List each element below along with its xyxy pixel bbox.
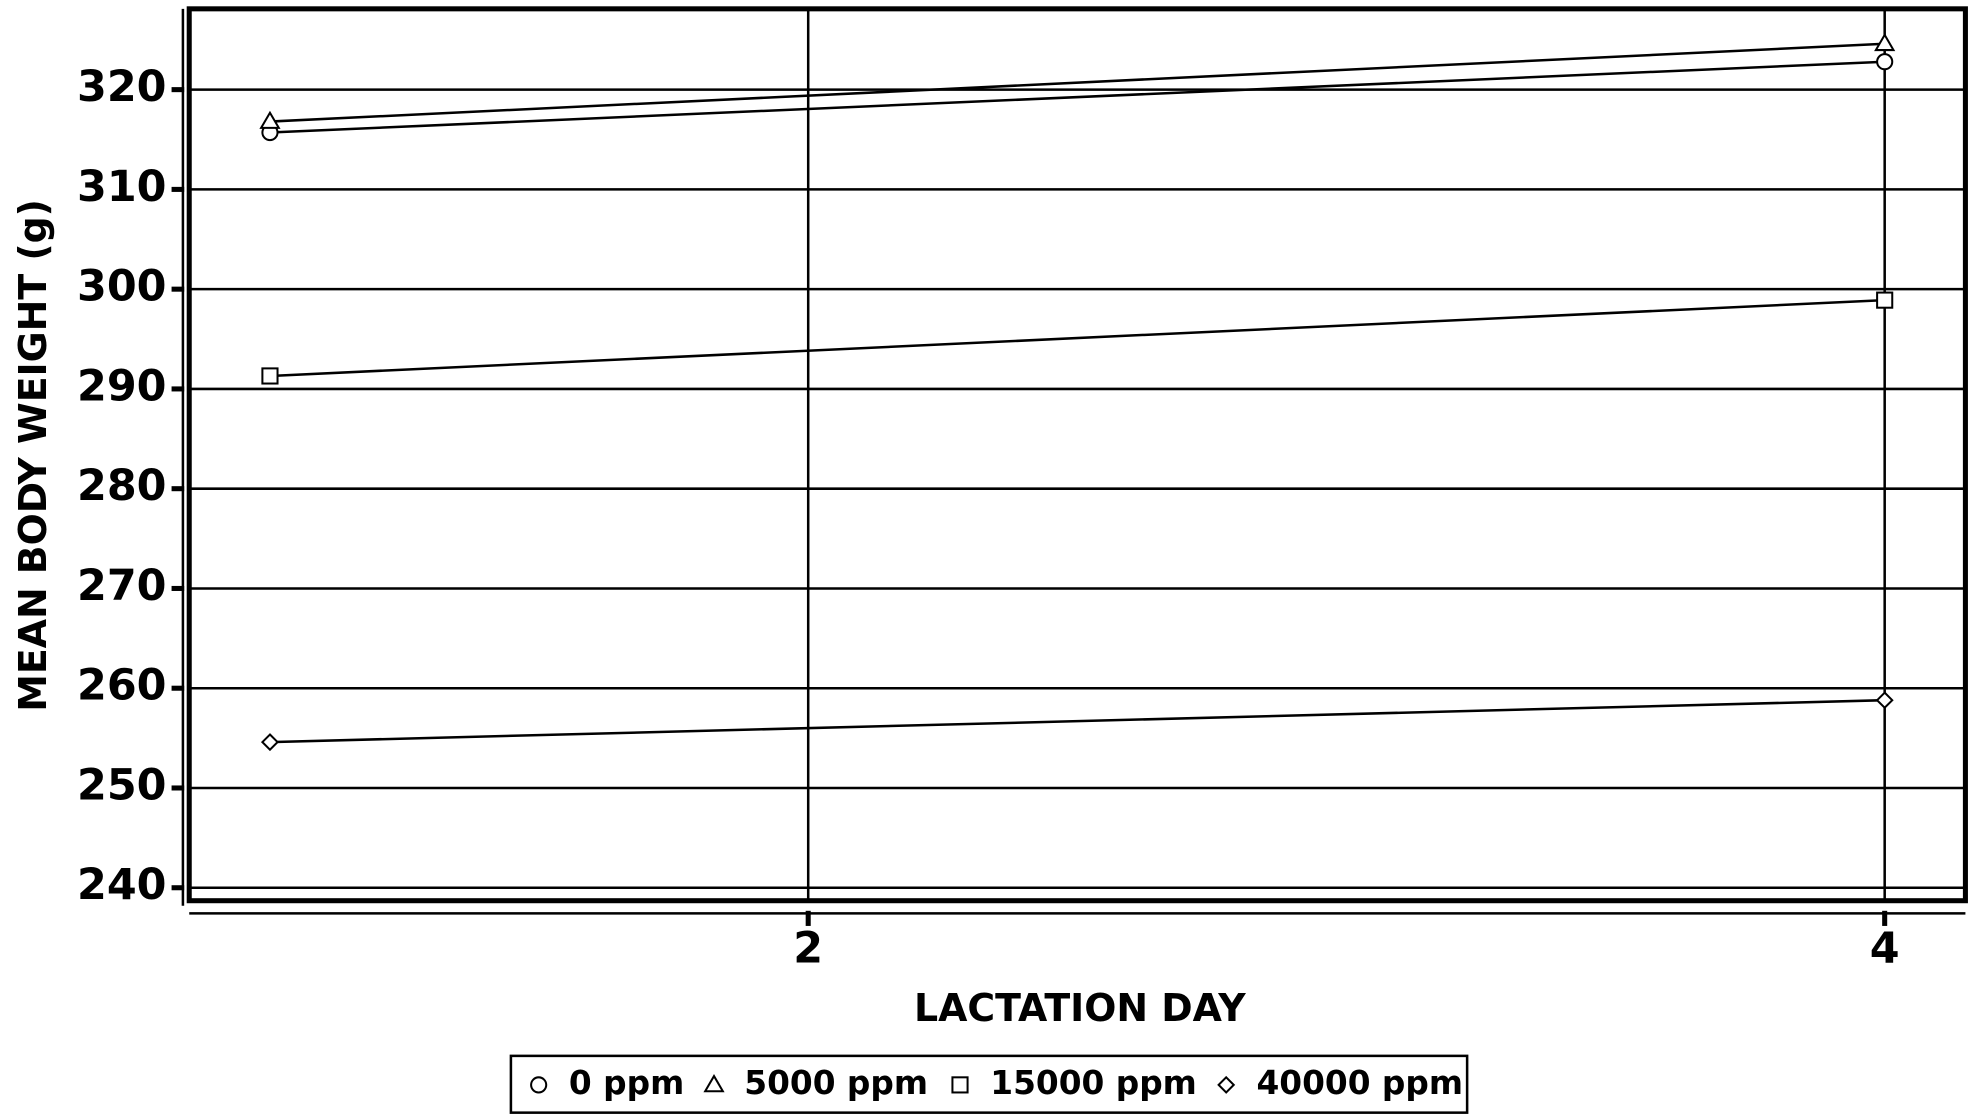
- legend-marker: [951, 1076, 969, 1094]
- x-axis-label: LACTATION DAY: [914, 986, 1246, 1030]
- y-tick-label: 280: [77, 461, 167, 511]
- data-point: [1875, 691, 1894, 710]
- x-tick-label: 4: [1870, 924, 1900, 974]
- data-point: [261, 367, 279, 385]
- y-axis-label: MEAN BODY WEIGHT (g): [11, 199, 55, 712]
- plot-frame: [186, 6, 1968, 904]
- y-tick-label: 240: [77, 860, 167, 910]
- y-tick-label: 300: [77, 262, 167, 312]
- y-tick-label: 250: [77, 760, 167, 810]
- legend-marker: [703, 1074, 725, 1093]
- legend-marker: [530, 1076, 548, 1094]
- y-tick-label: 290: [77, 361, 167, 411]
- series-line: [269, 42, 1885, 123]
- y-tick-label: 270: [77, 561, 167, 611]
- legend-box: [509, 1054, 1469, 1114]
- legend-label: 15000 ppm: [990, 1064, 1197, 1102]
- data-point: [1874, 32, 1896, 52]
- y-tick-label: 260: [77, 661, 167, 711]
- legend-label: 5000 ppm: [744, 1064, 928, 1102]
- y-tick-label: 320: [77, 62, 167, 112]
- data-point: [1876, 53, 1894, 71]
- data-point: [1876, 291, 1894, 309]
- x-tick-label: 2: [793, 924, 823, 974]
- data-point: [259, 110, 281, 129]
- data-point: [260, 733, 279, 752]
- plot-root: LACTATION DAY MEAN BODY WEIGHT (g) 24025…: [11, 6, 1968, 1114]
- y-tick-label: 310: [77, 162, 167, 212]
- legend-label: 40000 ppm: [1256, 1064, 1463, 1102]
- legend-label: 0 ppm: [569, 1064, 684, 1102]
- series-line: [269, 298, 1885, 378]
- legend-marker: [1217, 1075, 1236, 1094]
- series-line: [269, 698, 1885, 744]
- series-line: [269, 60, 1885, 134]
